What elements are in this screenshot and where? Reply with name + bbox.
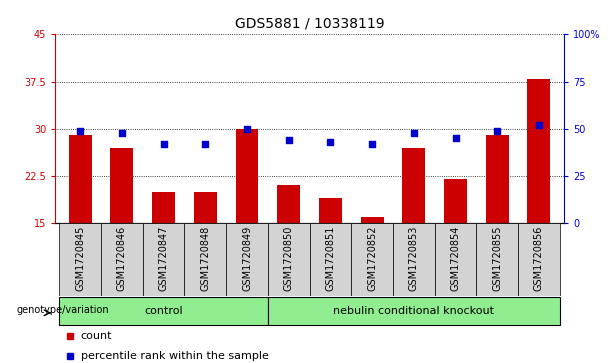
Text: percentile rank within the sample: percentile rank within the sample — [81, 351, 268, 361]
Bar — [476, 223, 518, 296]
Bar — [319, 198, 342, 223]
Point — [242, 126, 252, 132]
Point — [159, 141, 169, 147]
Text: GSM1720854: GSM1720854 — [451, 225, 460, 291]
Bar — [277, 185, 300, 223]
Bar — [444, 179, 467, 223]
Text: GSM1720850: GSM1720850 — [284, 225, 294, 291]
Point — [200, 141, 210, 147]
Title: GDS5881 / 10338119: GDS5881 / 10338119 — [235, 17, 384, 30]
Text: GSM1720845: GSM1720845 — [75, 225, 85, 291]
Point — [409, 130, 419, 135]
Text: GSM1720852: GSM1720852 — [367, 225, 377, 291]
Text: GSM1720848: GSM1720848 — [200, 225, 210, 291]
Text: genotype/variation: genotype/variation — [17, 305, 109, 315]
Bar — [518, 223, 560, 296]
Text: control: control — [144, 306, 183, 316]
Bar — [69, 135, 92, 223]
Bar — [268, 297, 560, 325]
Bar — [351, 223, 393, 296]
Point — [326, 139, 335, 145]
Bar — [435, 223, 476, 296]
Text: GSM1720846: GSM1720846 — [117, 225, 127, 291]
Text: GSM1720853: GSM1720853 — [409, 225, 419, 291]
Bar — [59, 297, 268, 325]
Bar — [310, 223, 351, 296]
Bar — [185, 223, 226, 296]
Bar — [226, 223, 268, 296]
Bar — [194, 192, 217, 223]
Bar — [527, 78, 550, 223]
Point — [534, 122, 544, 128]
Point — [367, 141, 377, 147]
Point — [117, 130, 127, 135]
Bar — [268, 223, 310, 296]
Text: GSM1720849: GSM1720849 — [242, 225, 252, 291]
Bar — [360, 217, 384, 223]
Text: GSM1720851: GSM1720851 — [326, 225, 335, 291]
Bar — [485, 135, 509, 223]
Point — [75, 128, 85, 134]
Bar — [393, 223, 435, 296]
Text: nebulin conditional knockout: nebulin conditional knockout — [333, 306, 494, 316]
Text: GSM1720856: GSM1720856 — [534, 225, 544, 291]
Bar — [143, 223, 185, 296]
Bar — [59, 223, 101, 296]
Text: GSM1720855: GSM1720855 — [492, 225, 502, 291]
Point — [492, 128, 502, 134]
Bar — [402, 148, 425, 223]
Bar — [235, 129, 259, 223]
Text: count: count — [81, 331, 112, 341]
Point — [284, 137, 294, 143]
Bar — [101, 223, 143, 296]
Point — [451, 135, 460, 141]
Bar — [110, 148, 134, 223]
Text: GSM1720847: GSM1720847 — [159, 225, 169, 291]
Bar — [152, 192, 175, 223]
